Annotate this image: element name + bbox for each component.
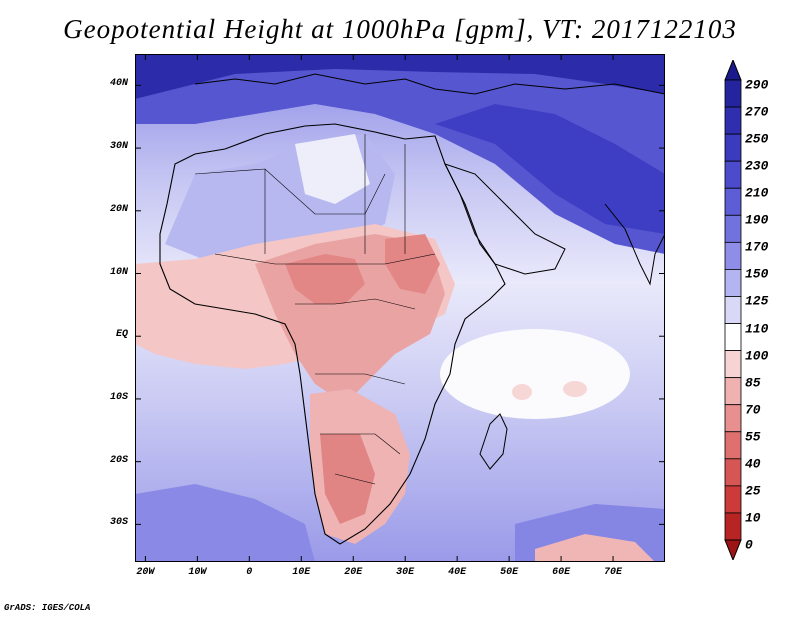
colorbar-swatch	[724, 404, 742, 433]
colorbar-bottom-arrow	[724, 539, 742, 560]
axis-ticks	[135, 54, 665, 562]
colorbar-label: 290	[745, 77, 769, 93]
colorbar-label: 100	[745, 348, 769, 364]
colorbar-swatch	[724, 79, 742, 108]
field-indian-ocean-pink-1	[512, 384, 532, 400]
field-south-deep	[320, 434, 375, 524]
colorbar-label: 170	[745, 239, 769, 255]
lon-label: 0	[246, 567, 253, 578]
map-frame	[135, 54, 665, 562]
field-south-high-west	[135, 484, 315, 562]
colorbar-label: 150	[745, 266, 769, 282]
map-plot	[135, 54, 665, 562]
field-north-max	[135, 54, 665, 99]
colorbar-label: 10	[745, 510, 761, 526]
lat-label: 10S	[109, 391, 128, 403]
colorbar-label: 85	[745, 375, 761, 391]
field-north-high	[135, 54, 665, 254]
field-indian-ocean-white	[440, 329, 630, 419]
colorbar-swatch	[724, 296, 742, 324]
india-coastline	[604, 203, 665, 286]
lon-label: 10W	[188, 567, 207, 578]
colorbar-swatch	[724, 187, 742, 216]
colorbar-swatch	[724, 431, 742, 460]
lon-label: 30E	[396, 567, 415, 578]
madagascar-coastline	[479, 413, 508, 470]
lat-label: 30S	[109, 517, 128, 529]
field-arabia	[435, 104, 665, 234]
europe-coastline	[194, 73, 665, 95]
colorbar-swatch	[724, 241, 742, 270]
lat-label: 40N	[109, 78, 128, 90]
colorbar-label: 270	[745, 104, 769, 120]
country-borders	[194, 134, 436, 485]
colorbar-swatch	[724, 512, 742, 541]
colorbar-label: 55	[745, 429, 761, 445]
field-south-east-low	[535, 534, 655, 562]
field-central-deep	[285, 254, 365, 304]
colorbar-label: 0	[745, 537, 753, 553]
colorbar-swatch	[724, 485, 742, 514]
colorbar-swatch	[724, 350, 742, 379]
lon-label: 20E	[344, 567, 363, 578]
lon-label: 70E	[604, 567, 623, 578]
africa-coastline	[159, 123, 506, 545]
chart-title: Geopotential Height at 1000hPa [gpm], VT…	[63, 14, 737, 44]
lat-label: 30N	[109, 141, 128, 153]
colorbar-label: 210	[745, 185, 769, 201]
colorbar-label: 250	[745, 131, 769, 147]
colorbar-swatch	[724, 323, 742, 351]
lat-label: 20S	[109, 454, 128, 466]
lon-label: 10E	[292, 567, 311, 578]
colorbar-swatch	[724, 458, 742, 487]
colorbar-label: 190	[745, 212, 769, 228]
colorbar-label: 110	[745, 321, 769, 337]
lat-label: 20N	[109, 203, 128, 215]
colorbar-swatch	[724, 160, 742, 189]
lon-label: 40E	[448, 567, 467, 578]
colorbar-swatch	[724, 377, 742, 406]
colorbar-swatch	[724, 133, 742, 162]
colorbar-top-arrow	[724, 60, 742, 81]
credit-text: GrADS: IGES/COLA	[4, 603, 91, 613]
colorbar-label: 125	[745, 293, 769, 309]
lat-label: 10N	[109, 266, 128, 278]
lon-label: 20W	[136, 567, 155, 578]
colorbar-swatch	[724, 214, 742, 243]
colorbar	[724, 60, 742, 560]
lon-label: 50E	[500, 567, 519, 578]
colorbar-label: 40	[745, 456, 761, 472]
colorbar-label: 25	[745, 483, 761, 499]
colorbar-swatch	[724, 106, 742, 135]
field-indian-ocean-pink-2	[563, 381, 587, 397]
arabia-coastline	[444, 163, 566, 275]
field-sahara-white	[295, 134, 370, 204]
colorbar-label: 230	[745, 158, 769, 174]
lon-label: 60E	[552, 567, 571, 578]
colorbar-swatch	[724, 269, 742, 297]
field-east-deep	[385, 234, 440, 294]
lat-label: EQ	[115, 329, 128, 341]
colorbar-label: 70	[745, 402, 761, 418]
